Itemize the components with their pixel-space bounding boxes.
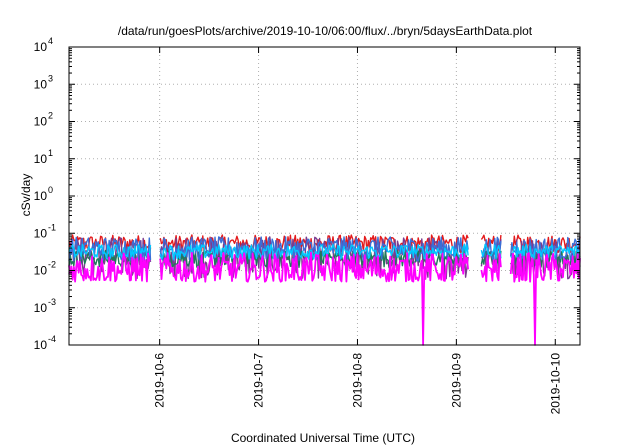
y-tick-exponent: -4 — [48, 334, 56, 344]
series-group — [68, 234, 581, 346]
y-tick-exponent: 2 — [48, 111, 53, 121]
grid-lines — [69, 47, 580, 345]
x-axis-label: Coordinated Universal Time (UTC) — [231, 431, 415, 445]
y-tick-exponent: -1 — [48, 222, 56, 232]
chart-title: /data/run/goesPlots/archive/2019-10-10/0… — [118, 24, 533, 38]
y-axis-label: cSv/day — [19, 174, 33, 217]
y-tick-exponent: -2 — [48, 260, 56, 270]
x-axis-ticks: 2019-10-6 2019-10-7 2019-10-8 2019-10-9 2019… — [153, 47, 562, 415]
series-line — [68, 251, 581, 346]
x-tick-label: 2019-10-7 — [252, 353, 266, 408]
x-tick-label: 2019-10-10 — [548, 353, 562, 415]
x-tick-label: 2019-10-8 — [350, 353, 364, 408]
series-line — [68, 243, 581, 260]
x-tick-label: 2019-10-6 — [153, 353, 167, 408]
y-tick-exponent: 1 — [48, 148, 53, 158]
x-tick-label: 2019-10-9 — [449, 353, 463, 408]
y-tick-exponent: 4 — [48, 36, 53, 46]
y-tick-exponent: 0 — [48, 185, 53, 195]
y-tick-exponent: 3 — [48, 73, 53, 83]
y-tick-exponent: -3 — [48, 297, 56, 307]
